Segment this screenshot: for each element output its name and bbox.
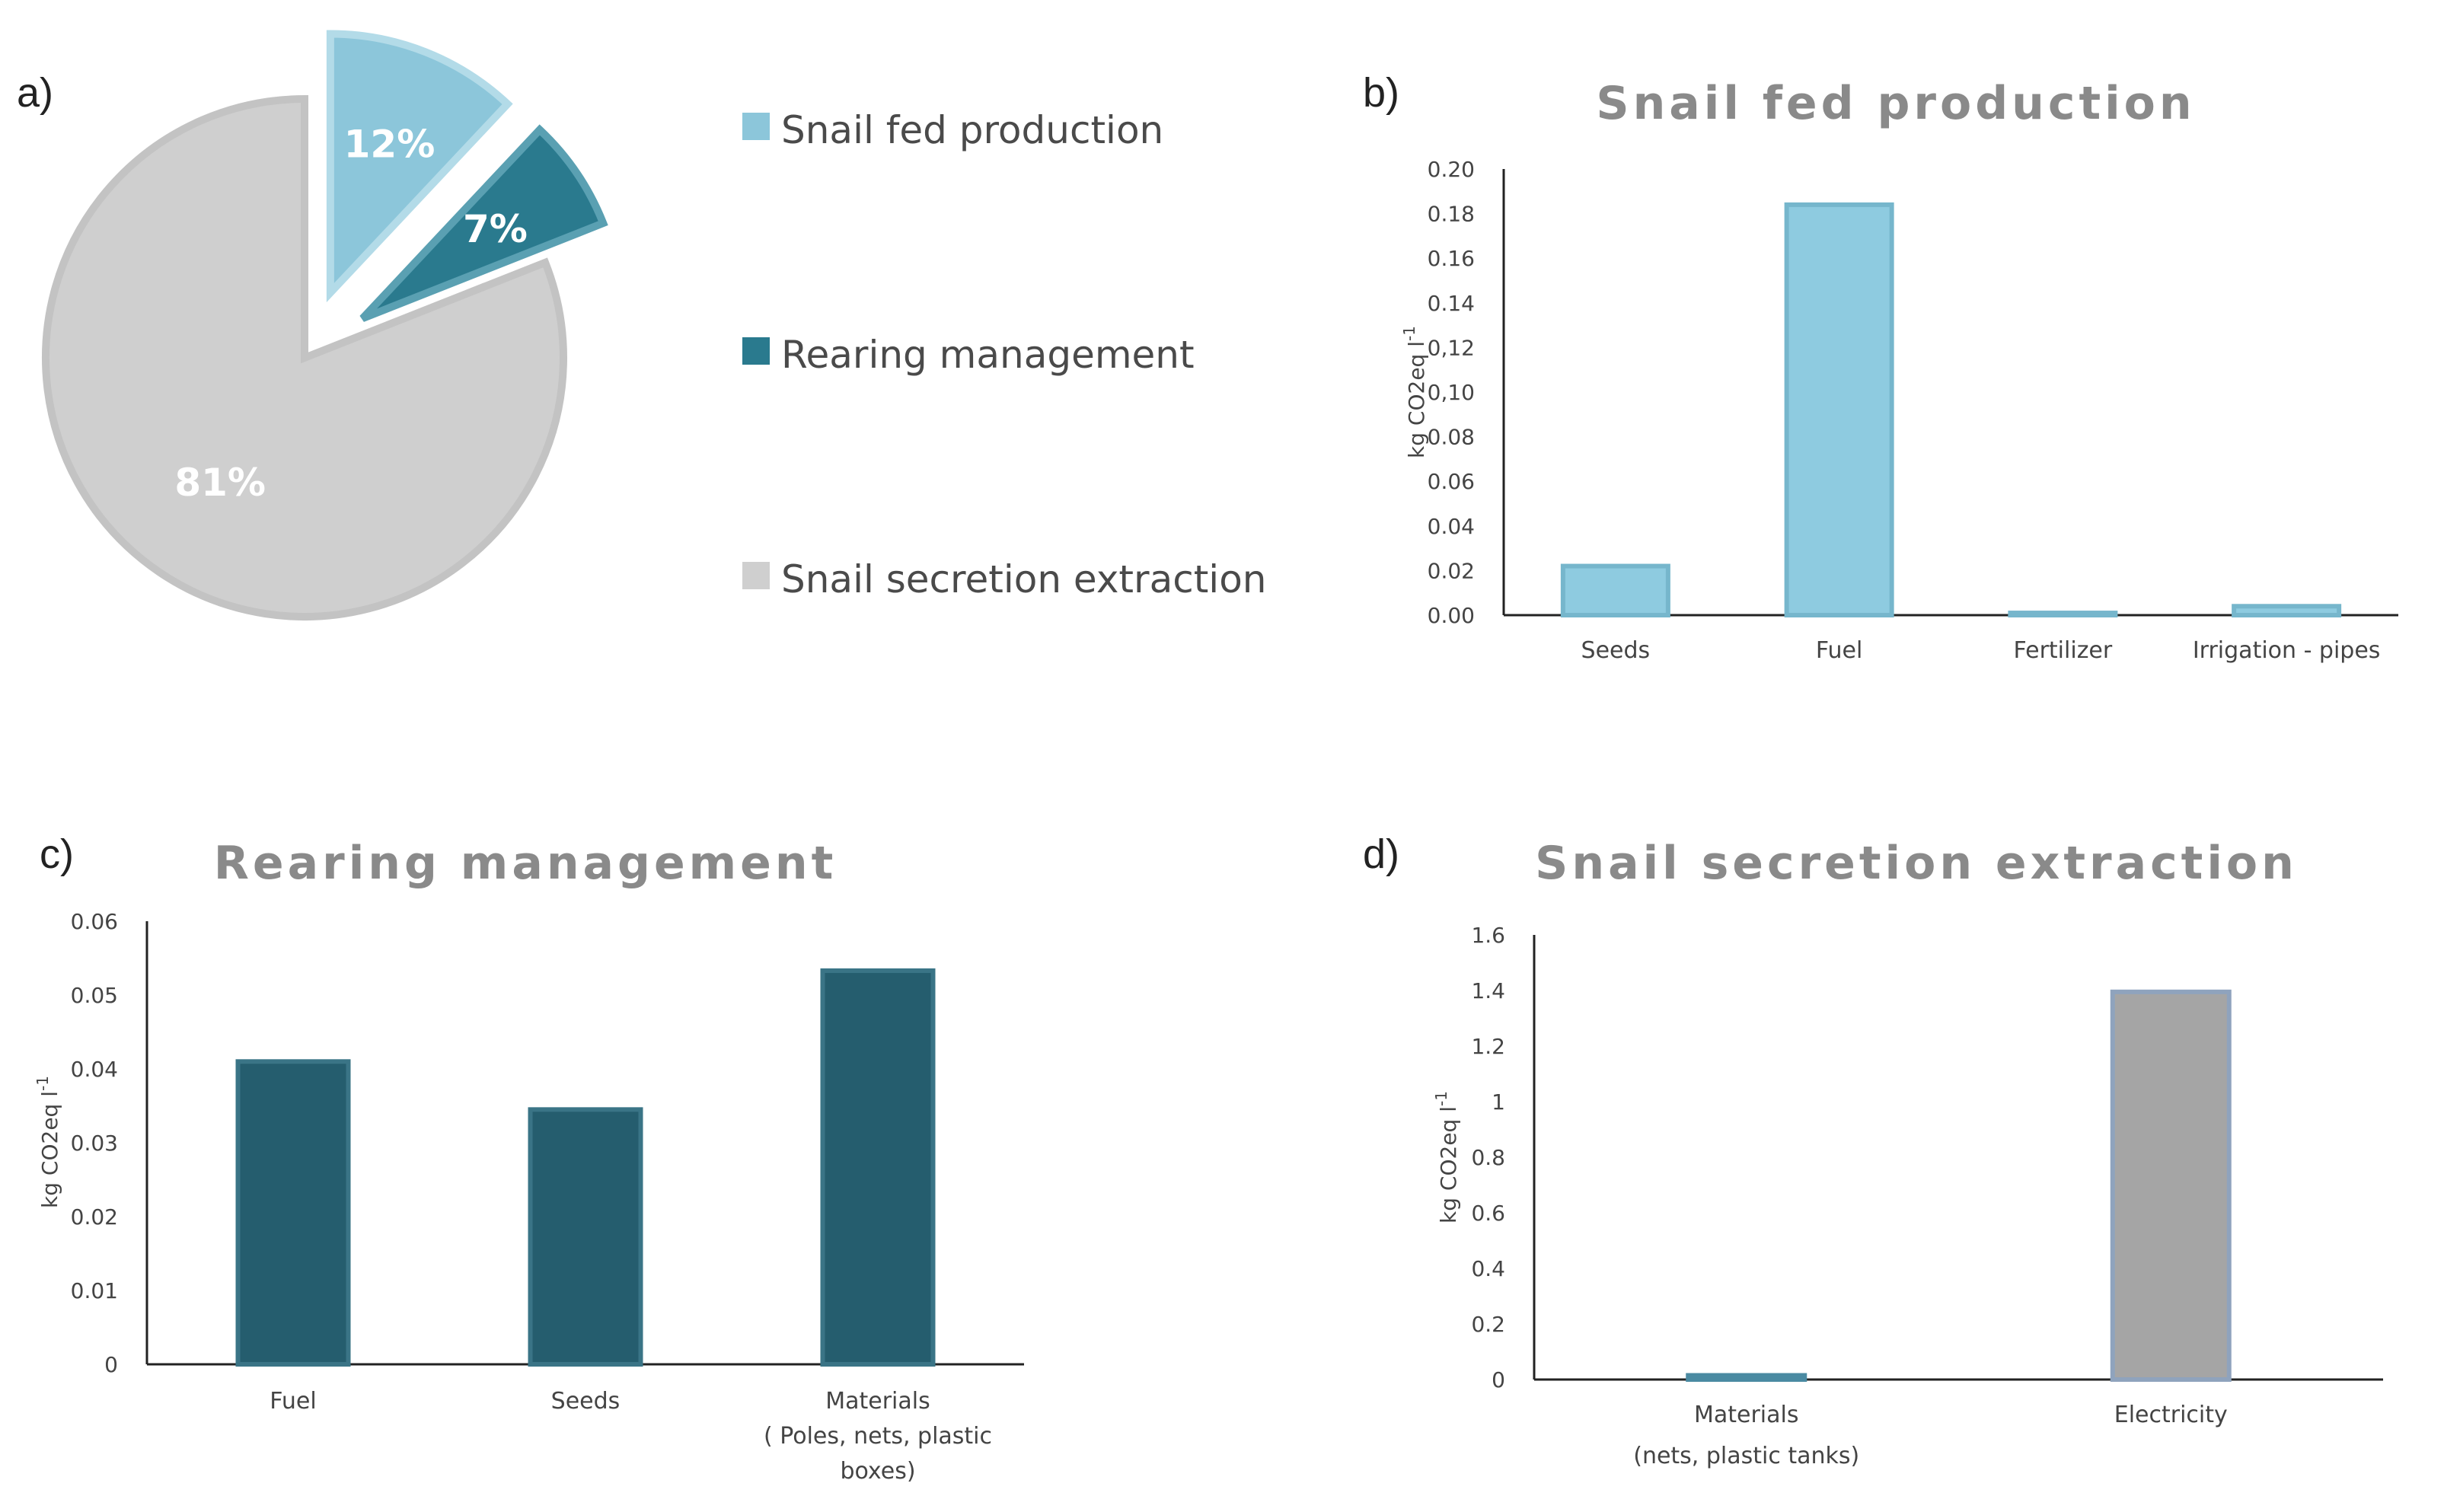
bar-c-seeds <box>528 1107 643 1367</box>
pie-slice-snail-fed-production <box>326 30 513 303</box>
y-tick-label-d: 0.2 <box>1471 1312 1505 1337</box>
y-tick-label-d: 0.6 <box>1471 1201 1505 1226</box>
y-tick-label-b: 0,12 <box>1428 335 1475 360</box>
bar-d-electricity <box>2110 989 2232 1382</box>
bar-d-materials <box>1686 1373 1807 1383</box>
y-axis-label-c: kg CO2eq l-1 <box>34 1076 62 1208</box>
y-axis-label-b: kg CO2eq l-1 <box>1400 326 1429 458</box>
y-tick-label-d: 1.2 <box>1471 1034 1505 1059</box>
x-category-label-b: Seeds <box>1581 637 1651 664</box>
bar-b-seeds <box>1560 563 1670 617</box>
panel-label-a: a) <box>17 70 53 116</box>
pie-chart: 12% 7% 81% <box>42 30 608 620</box>
y-tick-label-d: 0.8 <box>1471 1145 1505 1170</box>
x-category-label-c: Fuel <box>270 1388 316 1415</box>
y-tick-label-b: 0.02 <box>1428 558 1475 583</box>
legend-swatch-snail-fed-production <box>742 113 770 140</box>
bar-b-irrigation-pipes <box>2232 604 2342 618</box>
chart-title-b: Snail fed production <box>1596 77 2195 130</box>
y-tick-label-d: 0 <box>1492 1367 1505 1392</box>
y-tick-label-c: 0.01 <box>71 1278 118 1303</box>
x-category-label-c: Seeds <box>551 1388 621 1415</box>
pie-slice-label-snail-secretion-extraction: 81% <box>174 461 266 505</box>
bar-b-fertilizer <box>2008 611 2118 618</box>
y-tick-label-b: 0.06 <box>1428 469 1475 494</box>
y-tick-label-c: 0.04 <box>71 1057 118 1082</box>
pie-slice-snail-secretion-extraction <box>42 94 567 620</box>
x-category-label-b: Irrigation - pipes <box>2193 637 2381 664</box>
legend-swatch-snail-secretion-extraction <box>742 562 770 589</box>
y-tick-label-c: 0.05 <box>71 983 118 1008</box>
y-tick-label-b: 0.08 <box>1428 425 1475 450</box>
chart-title-c: Rearing management <box>214 837 838 890</box>
legend-label-rearing-management: Rearing management <box>781 333 1195 377</box>
pie-legend: Snail fed production Rearing management Sn… <box>742 108 1266 601</box>
bar-chart-snail-fed-production: Snail fed production 0.00 0.02 0.04 0.06 0.08… <box>1400 77 2398 664</box>
legend-label-snail-fed-production: Snail fed production <box>781 108 1163 152</box>
y-tick-label-d: 0.4 <box>1471 1256 1505 1281</box>
x-category-label-c: ( Poles, nets, plastic <box>764 1423 992 1450</box>
x-category-label-d: Electricity <box>2114 1402 2228 1428</box>
legend-swatch-rearing-management <box>742 337 770 365</box>
panel-label-c: c) <box>40 831 74 877</box>
y-tick-label-b: 0.14 <box>1428 291 1475 316</box>
bar-c-fuel <box>235 1059 351 1367</box>
y-tick-label-d: 1.4 <box>1471 978 1505 1003</box>
panel-label-d: d) <box>1363 831 1399 877</box>
x-category-label-d: Materials <box>1694 1402 1799 1428</box>
y-tick-label-b: 0.18 <box>1428 202 1475 227</box>
y-tick-label-b: 0.04 <box>1428 514 1475 539</box>
x-category-label-b: Fuel <box>1816 637 1862 664</box>
y-tick-label-d: 1 <box>1492 1089 1505 1115</box>
y-tick-label-c: 0.03 <box>71 1131 118 1156</box>
y-tick-label-b: 0.00 <box>1428 603 1475 628</box>
bar-chart-rearing-management: Rearing management 0 0.01 0.02 0.03 0.04 0.05 0… <box>34 837 1024 1485</box>
y-tick-label-c: 0 <box>104 1352 118 1377</box>
legend-label-snail-secretion-extraction: Snail secretion extraction <box>781 557 1266 601</box>
panel-label-b: b) <box>1363 70 1399 116</box>
bar-chart-snail-secretion-extraction: Snail secretion extraction 0 0.2 0.4 0.6 0.8 1… <box>1432 837 2383 1469</box>
y-tick-label-c: 0.02 <box>71 1204 118 1230</box>
bar-b-fuel <box>1784 202 1894 617</box>
x-category-label-c: Materials <box>825 1388 930 1415</box>
pie-slice-rearing-management <box>359 124 608 322</box>
y-tick-label-c: 0.06 <box>71 909 118 934</box>
x-category-label-c: boxes) <box>840 1458 915 1485</box>
y-tick-label-d: 1.6 <box>1471 923 1505 948</box>
y-axis-label-d: kg CO2eq l-1 <box>1432 1091 1461 1223</box>
pie-slice-label-rearing-management: 7% <box>463 207 528 251</box>
pie-slice-label-snail-fed-production: 12% <box>344 122 436 166</box>
bar-c-materials <box>820 968 936 1367</box>
y-tick-label-b: 0,10 <box>1428 380 1475 405</box>
y-tick-label-b: 0.16 <box>1428 246 1475 271</box>
x-category-label-d: (nets, plastic tanks) <box>1633 1443 1859 1469</box>
y-tick-label-b: 0.20 <box>1428 157 1475 182</box>
chart-title-d: Snail secretion extraction <box>1535 837 2298 890</box>
x-category-label-b: Fertilizer <box>2014 637 2113 664</box>
